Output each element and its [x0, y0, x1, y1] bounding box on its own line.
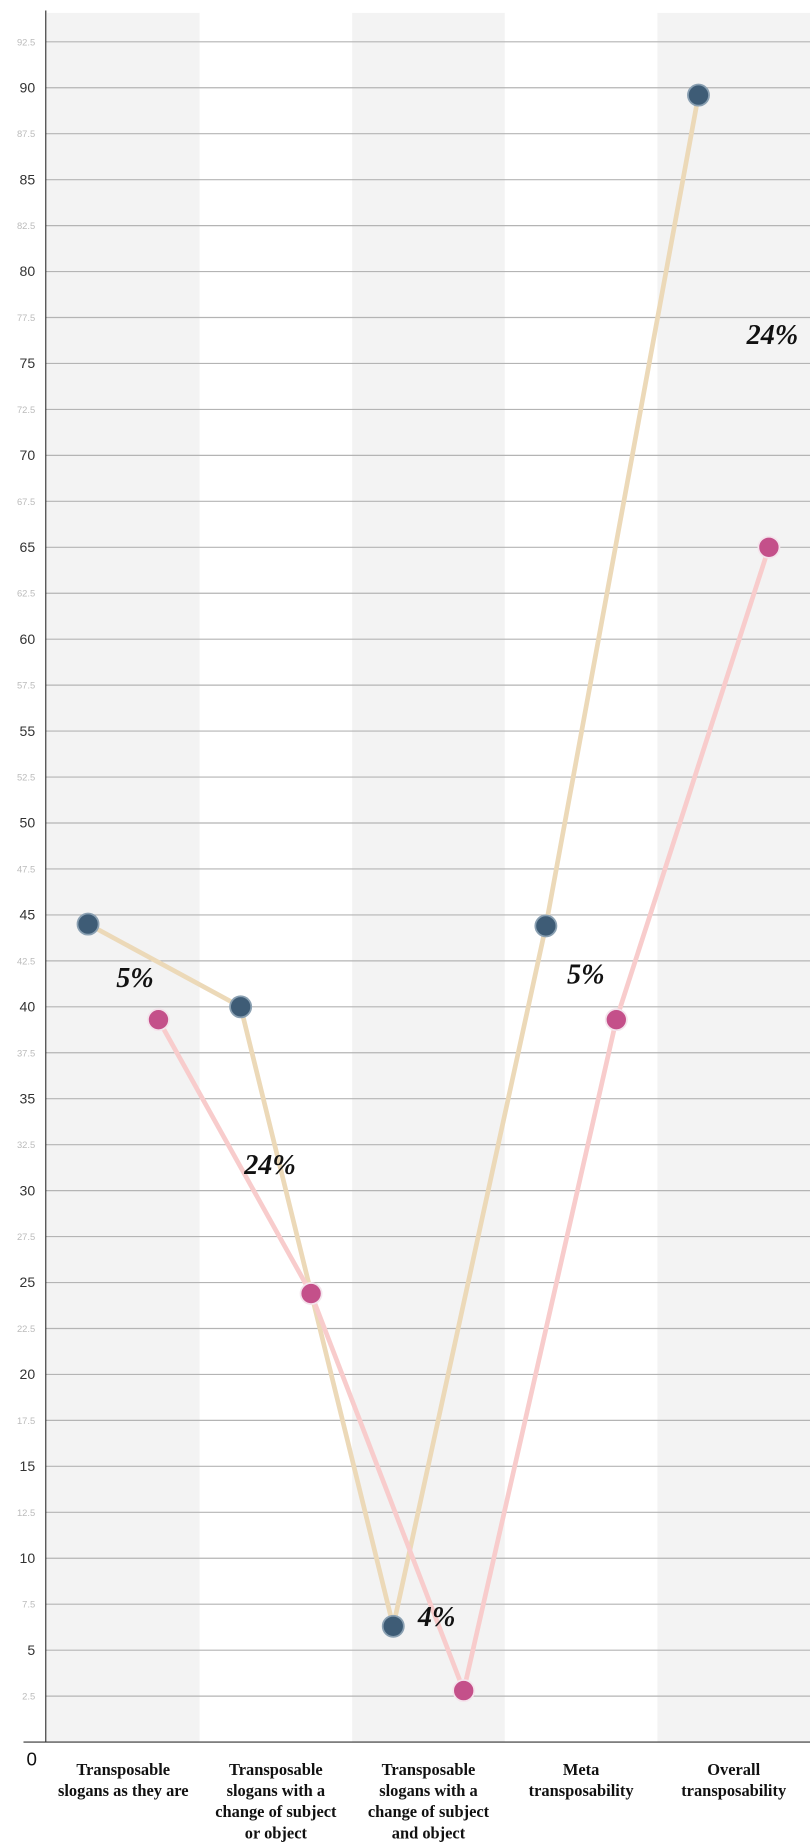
y-tick-label: 30: [20, 1182, 36, 1198]
label-line: Meta: [563, 1760, 599, 1779]
y-tick-label: 72.5: [17, 404, 35, 415]
y-tick-label: 90: [20, 79, 36, 95]
y-tick-label: 45: [20, 907, 36, 923]
y-tick-label: 35: [20, 1090, 36, 1106]
annotation: 24%: [243, 1150, 296, 1181]
y-tick-label: 22.5: [17, 1323, 35, 1334]
y-tick-label: 15: [20, 1458, 36, 1474]
y-tick-label: 80: [20, 263, 36, 279]
data-point: [76, 912, 100, 936]
data-point: [687, 83, 710, 107]
y-tick-label: 77.5: [17, 312, 35, 323]
label-line: transposability: [681, 1781, 787, 1800]
y-tick-label: 82.5: [17, 220, 35, 231]
y-tick-label: 20: [20, 1366, 36, 1382]
x-tick-label: Transposable slogans as they are: [58, 1760, 189, 1800]
y-tick-label: 10: [20, 1550, 36, 1566]
y-tick-label: 87.5: [17, 128, 35, 139]
data-point: [147, 1008, 170, 1032]
data-point: [381, 1614, 405, 1638]
y-tick-label: 92.5: [17, 36, 35, 47]
label-line: slogans with a: [379, 1781, 478, 1800]
annotation: 5%: [567, 960, 605, 991]
label-line: or object: [245, 1823, 308, 1842]
label-line: and object: [392, 1823, 466, 1842]
annotation: 4%: [417, 1602, 456, 1633]
y-tick-label: 37.5: [17, 1047, 35, 1058]
data-point: [229, 995, 253, 1019]
label-line: slogans as they are: [58, 1781, 189, 1800]
y-tick-label: 75: [20, 355, 36, 371]
y-tick-label: 70: [20, 447, 36, 463]
y-tick-label: 52.5: [17, 772, 35, 783]
y-tick-label: 7.5: [22, 1599, 35, 1610]
data-point: [757, 535, 781, 559]
x-tick-label: Transposable slogans with a change of subj…: [368, 1760, 490, 1842]
y-tick-label: 12.5: [17, 1507, 35, 1518]
x-tick-label: Transposable slogans with a change of subj…: [215, 1760, 337, 1842]
column-band: [657, 12, 810, 1743]
y-tick-label: 47.5: [17, 863, 35, 874]
y-tick-label: 85: [20, 171, 36, 187]
label-line: Transposable: [382, 1760, 476, 1779]
x-tick-label: Overall transposability: [681, 1760, 787, 1800]
y-tick-label: 57.5: [17, 680, 35, 691]
label-line: Transposable: [229, 1760, 323, 1779]
y-tick-label: 67.5: [17, 496, 35, 507]
label-line: change of subject: [368, 1802, 490, 1821]
column-band: [46, 12, 200, 1743]
y-tick-label: 55: [20, 723, 36, 739]
label-line: slogans with a: [227, 1781, 326, 1800]
y-tick-label: 27.5: [17, 1231, 35, 1242]
column-band: [352, 12, 505, 1743]
y-tick-label: 42.5: [17, 955, 35, 966]
label-line: Overall: [707, 1760, 760, 1779]
data-point: [299, 1282, 323, 1306]
y-tick-label: 0: [26, 1749, 36, 1770]
label-line: transposability: [529, 1781, 635, 1800]
y-tick-label: 50: [20, 815, 36, 831]
label-line: Transposable: [76, 1760, 170, 1779]
annotation: 5%: [116, 963, 154, 994]
data-point: [452, 1679, 476, 1703]
annotation: 24%: [746, 320, 799, 351]
data-point: [604, 1008, 628, 1032]
y-tick-label: 32.5: [17, 1139, 35, 1150]
y-tick-label: 2.5: [22, 1691, 35, 1702]
label-line: change of subject: [215, 1802, 337, 1821]
y-tick-label: 60: [20, 631, 36, 647]
y-tick-label: 40: [20, 999, 36, 1015]
y-tick-label: 25: [20, 1274, 36, 1290]
y-tick-label: 65: [20, 539, 36, 555]
y-tick-label: 62.5: [17, 588, 35, 599]
y-tick-label: 5: [27, 1642, 35, 1658]
y-tick-label: 17.5: [17, 1415, 35, 1426]
data-point: [534, 914, 558, 938]
x-tick-label: Meta transposability: [529, 1760, 635, 1800]
